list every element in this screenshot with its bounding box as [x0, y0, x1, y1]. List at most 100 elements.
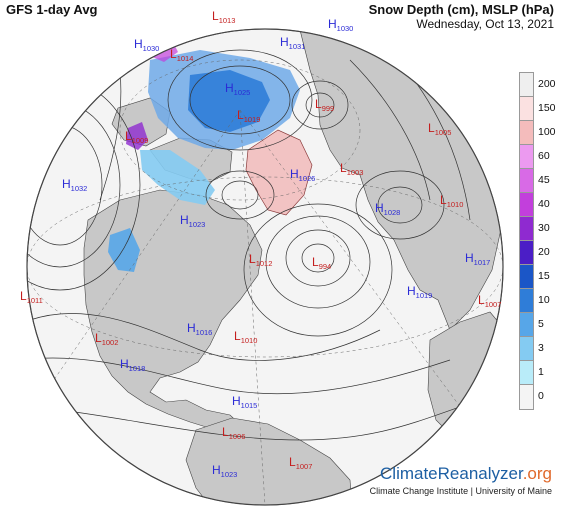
high-pressure-label: H1030: [134, 37, 159, 53]
brand-name: ClimateReanalyzer.org: [370, 464, 552, 484]
legend-swatch: [519, 216, 534, 241]
pressure-letter: L: [125, 129, 132, 143]
low-pressure-label: L1012: [249, 252, 272, 268]
graticule: [27, 59, 503, 505]
pressure-value: 1013: [219, 16, 236, 25]
legend-swatch: [519, 384, 534, 410]
snow-purple-alaska: [126, 122, 148, 150]
low-pressure-label: L1013: [212, 9, 235, 25]
pressure-value: 1011: [27, 296, 43, 305]
low-pressure-label: L1011: [20, 289, 43, 305]
high-pressure-label: H1016: [187, 321, 212, 337]
pressure-value: 1003: [347, 168, 364, 177]
high-pressure-label: H1031: [280, 35, 305, 51]
legend-swatch: [519, 264, 534, 289]
low-pressure-label: L1003: [340, 161, 363, 177]
globe-outline: [26, 28, 504, 506]
low-pressure-label: L1007: [478, 293, 501, 309]
pressure-letter: H: [465, 251, 474, 265]
pressure-letter: L: [478, 293, 485, 307]
land-south-america: [185, 417, 353, 505]
pressure-letter: L: [249, 252, 256, 266]
brand-name-part2: Reanalyzer: [437, 464, 523, 483]
low-pressure-label: L999: [315, 97, 334, 113]
high-pressure-label: H1018: [120, 357, 145, 373]
snow-arctic-core: [188, 70, 270, 132]
low-pressure-label: L1005: [428, 121, 451, 137]
low-pressure-label: L1019: [237, 108, 260, 124]
legend-tick-label: 15: [538, 270, 550, 282]
high-pressure-label: H1025: [225, 81, 250, 97]
pressure-letter: L: [20, 289, 27, 303]
pressure-letter: L: [312, 255, 319, 269]
pressure-value: 1019: [244, 115, 261, 124]
legend-swatch: [519, 312, 534, 337]
pressure-value: 1012: [256, 259, 273, 268]
pressure-value: 1026: [299, 174, 316, 183]
pressure-letter: H: [407, 284, 416, 298]
legend-swatch: [519, 120, 534, 145]
pressure-value: 1006: [229, 432, 246, 441]
pressure-value: 1030: [337, 24, 354, 33]
pressure-letter: H: [120, 357, 129, 371]
legend-tick-label: 5: [538, 318, 544, 330]
legend-swatch: [519, 240, 534, 265]
high-pressure-label: H1023: [180, 213, 205, 229]
pressure-letter: H: [225, 81, 234, 95]
pressure-letter: H: [134, 37, 143, 51]
high-pressure-label: H1015: [232, 394, 257, 410]
pressure-value: 1023: [221, 470, 238, 479]
low-pressure-label: L1009: [125, 129, 148, 145]
brand-name-part1: Climate: [380, 464, 438, 483]
legend-tick-label: 0: [538, 390, 544, 402]
pressure-letter: L: [440, 193, 447, 207]
pressure-letter: H: [375, 201, 384, 215]
pressure-letter: H: [187, 321, 196, 335]
pressure-value: 1010: [241, 336, 258, 345]
low-pressure-label: L1010: [440, 193, 463, 209]
high-pressure-label: H1032: [62, 177, 87, 193]
brand-name-part3: .org: [522, 464, 552, 483]
low-pressure-label: L1006: [222, 425, 245, 441]
legend-swatch: [519, 96, 534, 121]
pressure-value: 1032: [71, 184, 88, 193]
legend-tick-label: 10: [538, 294, 550, 306]
product-title: Snow Depth (cm), MSLP (hPa): [368, 2, 554, 17]
legend-tick-label: 60: [538, 150, 550, 162]
pressure-value: 994: [319, 262, 332, 271]
snow-canada-cover: [140, 150, 215, 205]
pressure-value: 1002: [102, 338, 119, 347]
legend-tick-label: 150: [538, 102, 556, 114]
low-pressure-label: L1010: [234, 329, 257, 345]
pressure-letter: L: [170, 47, 177, 61]
low-pressure-label: L1002: [95, 331, 118, 347]
high-pressure-label: H1026: [290, 167, 315, 183]
brand-credit: Climate Change Institute | University of…: [369, 486, 552, 496]
pressure-letter: H: [212, 463, 221, 477]
legend-swatch: [519, 288, 534, 313]
pressure-letter: H: [280, 35, 289, 49]
high-pressure-label: H1017: [465, 251, 490, 267]
legend-swatch: [519, 336, 534, 361]
legend-swatch: [519, 360, 534, 385]
pressure-letter: L: [234, 329, 241, 343]
pressure-letter: L: [428, 121, 435, 135]
legend-tick-label: 30: [538, 222, 550, 234]
legend-tick-label: 40: [538, 198, 550, 210]
pressure-letter: H: [180, 213, 189, 227]
legend-swatch: [519, 168, 534, 193]
pressure-letter: H: [62, 177, 71, 191]
pressure-value: 1007: [485, 300, 502, 309]
pressure-letter: L: [237, 108, 244, 122]
pressure-letter: H: [328, 17, 337, 31]
legend-swatch: [519, 192, 534, 217]
low-pressure-label: L994: [312, 255, 331, 271]
pressure-value: 1010: [447, 200, 464, 209]
legend-tick-label: 1: [538, 366, 544, 378]
snow-depth-legend: 200 150 100 60 45 40 30 20 15 10 5 3 1 0: [519, 72, 559, 422]
legend-tick-label: 20: [538, 246, 550, 258]
branding: ClimateReanalyzer.org Climate Change Ins…: [370, 464, 552, 496]
pressure-letter: H: [232, 394, 241, 408]
low-pressure-label: L1014: [170, 47, 193, 63]
